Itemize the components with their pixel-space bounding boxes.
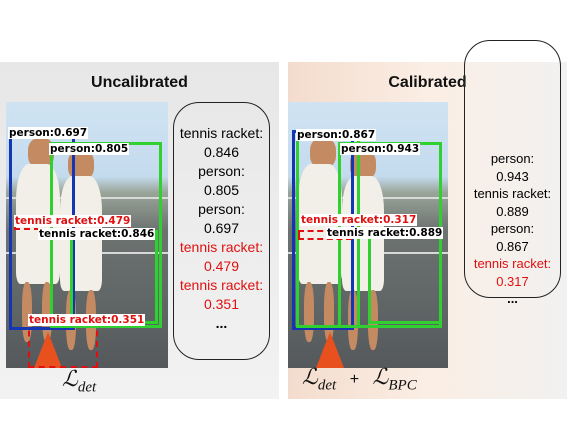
score-text: tennis racket:	[473, 256, 552, 271]
loss-symbol: ℒ	[372, 364, 389, 389]
uncalibrated-panel: Uncalibrated person:0.697 person:0.805 t…	[0, 62, 279, 399]
loss-formula: ℒdet + ℒBPC	[302, 364, 417, 394]
score-text: person:	[490, 221, 535, 236]
detection-box-racket	[368, 228, 442, 324]
child-head	[350, 150, 376, 180]
loss-symbol: ℒ	[302, 364, 318, 389]
calibrated-panel: Calibrated person:0.867 person:0.943 ten…	[288, 62, 567, 399]
score-value: 0.867	[496, 238, 529, 254]
score-value: 0.805	[203, 182, 240, 198]
score-value: 0.889	[496, 203, 529, 219]
detection-label: tennis racket:0.846	[38, 228, 156, 240]
detection-box-racket	[28, 320, 98, 368]
detection-label: person:0.697	[8, 127, 89, 139]
loss-subscript: det	[317, 377, 337, 394]
detection-label: tennis racket:0.317	[300, 214, 418, 226]
cone	[316, 332, 344, 368]
calibrated-photo: person:0.867 person:0.943 tennis racket:…	[288, 102, 448, 368]
score-value: 0.943	[496, 168, 529, 184]
child-leg	[324, 282, 334, 342]
score-text: tennis racket:	[179, 239, 264, 255]
score-value: 0.317	[496, 273, 529, 289]
cone	[34, 332, 62, 368]
child-leg	[42, 282, 52, 342]
child-head	[310, 138, 336, 168]
score-text: person:	[198, 163, 245, 179]
score-value: 0.846	[203, 144, 240, 160]
detection-label: tennis racket:0.351	[28, 314, 146, 326]
detection-box-racket	[70, 230, 158, 324]
loss-subscript: BPC	[388, 377, 417, 394]
child-leg	[22, 282, 32, 342]
loss-symbol: ℒ	[62, 366, 78, 391]
score-text: person:	[198, 201, 245, 217]
score-list: tennis racket: 0.846 person: 0.805 perso…	[175, 124, 268, 333]
scores-bracket	[464, 40, 561, 298]
detection-label: person:0.867	[296, 129, 377, 141]
score-text: tennis racket:	[179, 125, 264, 141]
score-text: tennis racket:	[473, 186, 552, 201]
loss-subscript: det	[77, 379, 97, 396]
child-leg	[368, 290, 378, 350]
detection-label: person:0.805	[49, 143, 130, 155]
uncalibrated-title: Uncalibrated	[91, 74, 188, 91]
calibrated-title: Calibrated	[388, 74, 467, 91]
score-ellipsis: ...	[507, 291, 518, 306]
scores-bracket	[173, 102, 270, 360]
score-value: 0.479	[203, 258, 240, 274]
detection-label: tennis racket:0.889	[326, 227, 444, 239]
score-list: person: 0.943 tennis racket: 0.889 perso…	[465, 150, 560, 308]
score-text: person:	[490, 151, 535, 166]
plus-sign: +	[349, 371, 360, 388]
detection-label: person:0.943	[340, 143, 421, 155]
detection-label: tennis racket:0.479	[14, 215, 132, 227]
score-value: 0.351	[203, 296, 240, 312]
score-ellipsis: ...	[215, 315, 228, 331]
score-text: tennis racket:	[179, 277, 264, 293]
uncalibrated-photo: person:0.697 person:0.805 tennis racket:…	[6, 102, 168, 368]
loss-formula: ℒdet	[62, 366, 96, 396]
child-leg	[304, 282, 314, 342]
score-value: 0.697	[203, 220, 240, 236]
